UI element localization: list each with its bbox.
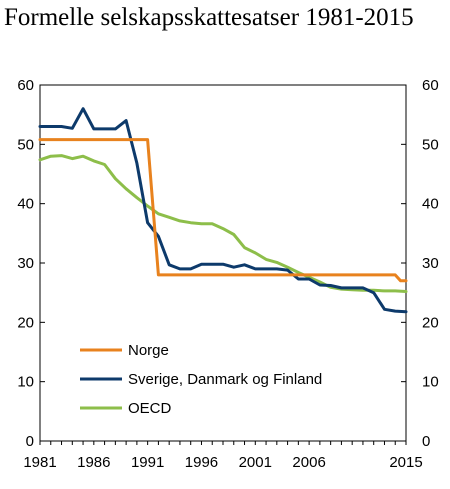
y-tick-label-right: 10 <box>422 374 439 391</box>
y-tick-label-right: 20 <box>422 314 439 331</box>
x-tick-label: 2006 <box>292 454 325 471</box>
y-tick-label-left: 30 <box>17 255 34 272</box>
y-tick-label-left: 40 <box>17 196 34 213</box>
y-tick-label-left: 10 <box>17 374 34 391</box>
plot-frame <box>39 84 407 445</box>
x-tick-label: 1996 <box>185 454 218 471</box>
y-tick-label-right: 40 <box>422 196 439 213</box>
y-tick-label-left: 0 <box>26 433 34 450</box>
x-tick-label: 1991 <box>131 454 164 471</box>
y-tick-label-left: 60 <box>17 77 34 94</box>
x-tick-label: 1986 <box>77 454 110 471</box>
series-line-0 <box>38 138 408 283</box>
legend-label-2: OECD <box>128 400 172 417</box>
legend-label-0: Norge <box>128 342 169 359</box>
chart-title: Formelle selskapsskattesatser 1981-2015 <box>4 4 414 31</box>
series-line-2 <box>38 154 408 293</box>
legend: Norge Sverige, Danmark og Finland OECD <box>80 342 322 417</box>
series-lines <box>38 107 408 314</box>
y-tick-label-left: 20 <box>17 314 34 331</box>
legend-label-1: Sverige, Danmark og Finland <box>128 371 322 388</box>
y-tick-label-right: 0 <box>422 433 430 450</box>
x-tick-label: 2001 <box>239 454 272 471</box>
y-tick-label-right: 60 <box>422 77 439 94</box>
y-tick-label-right: 50 <box>422 136 439 153</box>
y-tick-label-left: 50 <box>17 136 34 153</box>
x-tick-label: 2015 <box>389 454 422 471</box>
series-line-1 <box>38 107 408 314</box>
x-tick-label: 1981 <box>23 454 56 471</box>
tick-labels: 0 0 10 10 20 20 30 30 40 40 50 50 60 60 1981 1986 1991 19… <box>17 77 438 471</box>
y-tick-label-right: 30 <box>422 255 439 272</box>
